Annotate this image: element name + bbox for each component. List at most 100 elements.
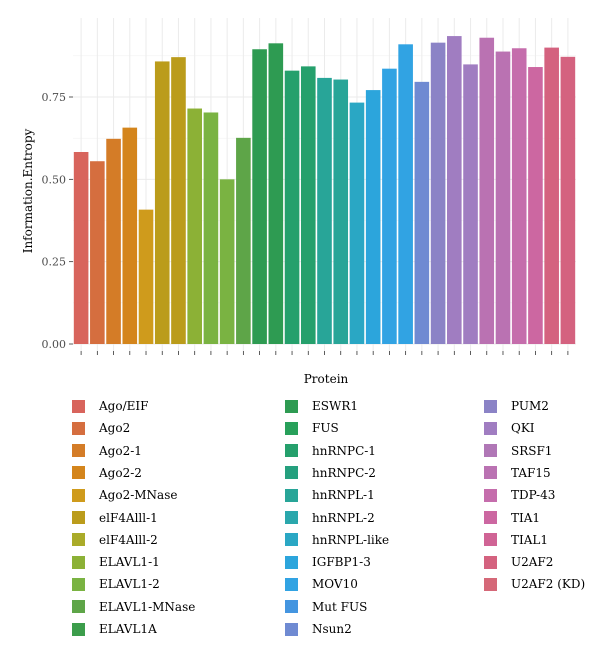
bar: [268, 43, 284, 345]
legend-item: Nsun2: [285, 619, 352, 639]
legend-swatch: [72, 399, 85, 413]
legend-label: ELAVL1A: [99, 622, 157, 636]
legend-label: elF4Alll-2: [99, 532, 158, 547]
legend-label: hnRNPC-1: [312, 443, 376, 458]
bar: [398, 44, 413, 344]
bar: [447, 36, 462, 344]
bar: [73, 151, 89, 344]
legend-swatch: [285, 444, 298, 458]
bar: [138, 209, 154, 344]
legend-label: ELAVL1-2: [99, 577, 160, 592]
y-tick-label: 0.75: [42, 91, 67, 104]
bar: [349, 102, 365, 344]
legend-label: U2AF2: [511, 555, 554, 570]
legend-label: TIA1: [511, 510, 541, 525]
bar: [317, 77, 332, 344]
bar: [154, 61, 170, 344]
bar: [122, 127, 138, 345]
legend-swatch: [484, 577, 497, 591]
legend-swatch: [285, 488, 298, 502]
legend-item: TIA1: [484, 508, 540, 528]
bar: [463, 64, 478, 345]
legend-item: ELAVL1-2: [72, 574, 160, 594]
legend-swatch: [72, 555, 85, 569]
legend-swatch: [484, 511, 497, 524]
legend-swatch: [285, 555, 298, 569]
legend-label: QKI: [511, 421, 535, 436]
bar: [300, 66, 316, 344]
legend-item: ELAVL1-MNase: [72, 597, 195, 617]
bar: [430, 42, 446, 344]
legend-swatch: [285, 399, 298, 413]
bar: [203, 112, 219, 344]
legend-swatch: [285, 577, 298, 591]
legend-swatch: [72, 533, 85, 547]
legend-label: hnRNPL-1: [312, 488, 375, 503]
legend-swatch: [285, 622, 298, 636]
bar: [544, 47, 559, 344]
legend-swatch: [484, 444, 497, 458]
bar: [528, 67, 543, 344]
bar: [187, 108, 202, 344]
x-axis-title: Protein: [304, 372, 349, 386]
legend-label: hnRNPC-2: [312, 465, 376, 480]
legend-item: ELAVL1-1: [72, 552, 160, 572]
legend-item: Ago/EIF: [72, 396, 148, 416]
y-axis-title: Information.Entropy: [21, 129, 35, 254]
bar: [236, 137, 251, 344]
legend-item: hnRNPL-like: [285, 530, 389, 550]
y-tick-label: 0.50: [42, 173, 67, 186]
bar: [414, 81, 430, 344]
legend-swatch: [72, 622, 85, 636]
legend-item: TIAL1: [484, 530, 548, 550]
legend-label: hnRNPL-like: [312, 532, 390, 547]
legend-label: Ago2-MNase: [99, 488, 178, 503]
legend-item: Mut FUS: [285, 597, 367, 617]
bar: [333, 79, 349, 344]
legend-swatch: [72, 577, 85, 591]
legend-label: FUS: [312, 421, 339, 436]
legend-label: IGFBP1-3: [312, 555, 371, 570]
legend-label: U2AF2 (KD): [511, 577, 586, 592]
legend-swatch: [72, 488, 85, 502]
legend-item: TAF15: [484, 463, 551, 483]
legend: Ago/EIF Ago2 Ago2-1 Ago2-2 Ago2-MNase elF4All…: [72, 396, 592, 644]
legend-label: Ago2: [99, 421, 131, 436]
legend-item: Ago2: [72, 418, 130, 438]
legend-item: QKI: [484, 418, 535, 438]
y-tick-label: 0.00: [42, 338, 67, 351]
legend-item: Ago2-1: [72, 441, 142, 461]
legend-swatch: [484, 488, 497, 502]
bar: [495, 51, 511, 344]
legend-swatch: [72, 421, 85, 435]
legend-item: ELAVL1A: [72, 619, 157, 639]
x-axis: [80, 351, 569, 355]
legend-label: Nsun2: [312, 622, 352, 636]
legend-label: TDP-43: [511, 488, 556, 503]
legend-label: ESWR1: [312, 399, 358, 413]
bar: [252, 49, 267, 344]
legend-item: ESWR1: [285, 396, 358, 416]
bar: [365, 90, 381, 344]
bar: [171, 57, 186, 344]
legend-swatch: [72, 466, 85, 480]
legend-swatch: [484, 466, 497, 480]
legend-label: MOV10: [312, 577, 358, 592]
legend-item: elF4Alll-1: [72, 508, 158, 528]
legend-label: Ago/EIF: [99, 399, 149, 413]
legend-label: elF4Alll-1: [99, 510, 158, 525]
legend-label: SRSF1: [511, 443, 553, 458]
legend-item: SRSF1: [484, 441, 552, 461]
legend-label: PUM2: [511, 399, 549, 413]
y-axis: 0.00 0.25 0.50 0.75: [42, 91, 73, 351]
legend-label: TIAL1: [511, 532, 549, 547]
legend-item: U2AF2 (KD): [484, 574, 585, 594]
legend-item: IGFBP1-3: [285, 552, 371, 572]
bar: [382, 68, 397, 344]
legend-item: hnRNPC-1: [285, 441, 376, 461]
legend-item: FUS: [285, 418, 339, 438]
bar: [106, 138, 121, 344]
legend-item: hnRNPL-1: [285, 485, 375, 505]
legend-label: ELAVL1-MNase: [99, 599, 196, 614]
legend-label: Ago2-1: [99, 443, 142, 458]
